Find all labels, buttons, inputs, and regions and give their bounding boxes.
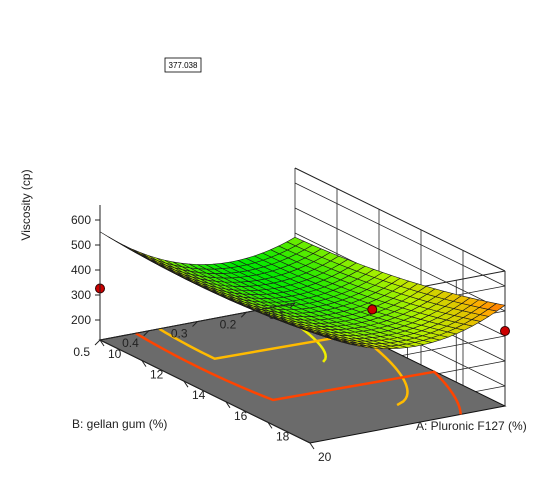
response-surface (99, 231, 506, 350)
design-point-marker (367, 304, 378, 315)
axes: 200 300 400 500 600 10 12 14 16 18 20 0.1 0.2 0.3 0.4 0… (71, 205, 332, 464)
point-flag: 377.038 (164, 57, 202, 73)
a-tick-label: 20 (318, 450, 332, 464)
a-axis-tick (141, 360, 147, 367)
z-tick-label: 200 (71, 313, 91, 327)
a-axis-line (99, 339, 311, 444)
back-grid-line (294, 182, 506, 287)
back-top-edge (294, 167, 506, 272)
a-tick-label: 18 (276, 429, 290, 443)
b-axis-tick (94, 339, 101, 346)
b-tick-label: 0.5 (73, 345, 90, 359)
a-axis-tick (267, 422, 273, 429)
back-grid-line (294, 207, 506, 312)
b-tick-label: 0.3 (171, 327, 188, 341)
design-point-marker (500, 326, 510, 336)
z-tick-label: 300 (71, 288, 91, 302)
b-tick-label: 0.4 (122, 336, 139, 350)
a-tick-label: 14 (192, 388, 206, 402)
b-axis-tick (143, 330, 150, 337)
a-axis-tick (99, 339, 105, 347)
a-tick-label: 16 (234, 409, 248, 423)
surface-cell (286, 236, 305, 247)
flag-box (164, 57, 202, 73)
flag-value: 377.038 (169, 61, 198, 70)
b-axis-tick (240, 311, 247, 318)
z-axis-title: Viscosity (cp) (19, 169, 33, 240)
a-axis-tick (225, 401, 231, 409)
b-axis-tick (192, 321, 198, 327)
contour-line (135, 332, 462, 415)
z-tick-label: 600 (71, 213, 91, 227)
a-tick-label: 10 (108, 347, 122, 361)
b-axis-tick (289, 302, 296, 309)
design-points (95, 283, 510, 336)
a-axis-tick (309, 442, 315, 450)
a-axis-title: A: Pluronic F127 (%) (416, 419, 527, 433)
a-tick-label: 12 (150, 368, 164, 382)
z-tick-label: 400 (71, 263, 91, 277)
b-axis-title: B: gellan gum (%) (72, 417, 167, 431)
a-axis-tick (183, 380, 189, 388)
b-tick-label: 0.2 (220, 317, 237, 331)
b-tick-label: 0.1 (268, 308, 285, 322)
z-tick-label: 500 (71, 238, 91, 252)
